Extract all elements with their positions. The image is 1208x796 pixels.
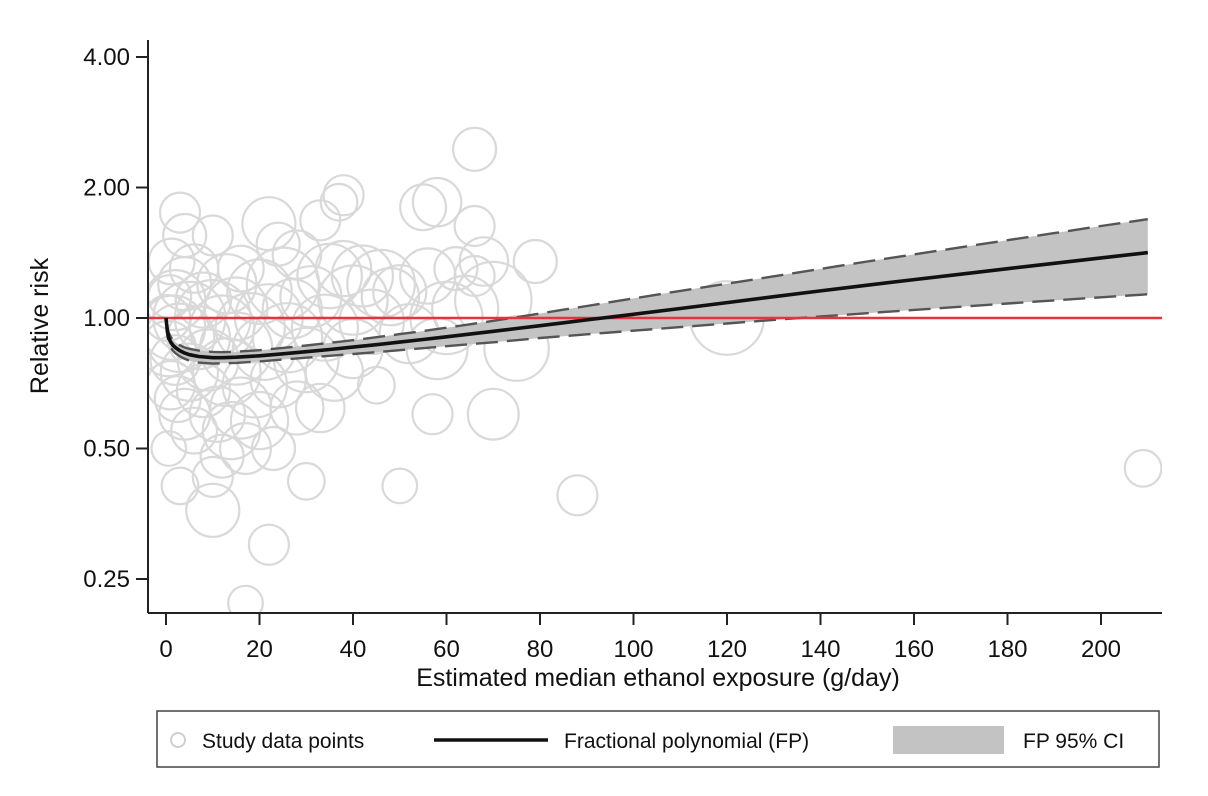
study-data-point bbox=[250, 425, 297, 472]
x-tick-label: 0 bbox=[159, 636, 172, 663]
study-data-point bbox=[319, 182, 359, 222]
study-data-point bbox=[247, 523, 290, 566]
legend-label-points: Study data points bbox=[202, 730, 364, 753]
study-data-point bbox=[556, 474, 599, 517]
study-data-point bbox=[453, 204, 496, 248]
x-tick-label: 40 bbox=[340, 636, 367, 663]
ci-band bbox=[164, 218, 1148, 365]
legend-swatch-points bbox=[170, 732, 186, 748]
y-tick-label: 0.25 bbox=[83, 566, 130, 593]
study-data-point bbox=[255, 221, 301, 267]
study-data-point bbox=[185, 482, 241, 538]
y-ticks: 0.25 0.50 1.00 2.00 4.00 bbox=[83, 44, 148, 593]
y-tick-label: 4.00 bbox=[83, 44, 130, 71]
study-data-point bbox=[269, 380, 325, 436]
ci-upper-bound bbox=[164, 218, 1148, 354]
legend-label-fit: Fractional polynomial (FP) bbox=[564, 730, 809, 753]
ci-band-fill bbox=[166, 219, 1148, 364]
x-tick-label: 180 bbox=[987, 636, 1027, 663]
study-data-point bbox=[160, 466, 200, 506]
study-data-point bbox=[158, 191, 202, 234]
y-tick-label: 0.50 bbox=[83, 436, 130, 463]
study-data-point bbox=[241, 196, 297, 252]
x-tick-label: 200 bbox=[1081, 636, 1121, 663]
study-data-point bbox=[191, 455, 234, 498]
legend-swatch-ci bbox=[893, 726, 1004, 754]
study-data-point bbox=[219, 422, 273, 476]
study-data-point bbox=[229, 390, 290, 451]
study-data-point bbox=[216, 244, 265, 293]
study-data-point bbox=[174, 271, 233, 329]
study-data-point bbox=[411, 393, 454, 436]
study-data-points bbox=[148, 126, 1162, 613]
x-tick-label: 140 bbox=[800, 636, 840, 663]
study-data-point bbox=[294, 382, 346, 434]
x-ticks: 0 20 40 60 80 100 120 140 160 180 200 bbox=[159, 613, 1121, 663]
study-data-point bbox=[452, 126, 498, 172]
study-data-point bbox=[381, 467, 419, 505]
ci-lower-bound bbox=[164, 293, 1148, 365]
legend-label-ci: FP 95% CI bbox=[1023, 730, 1124, 753]
study-data-point bbox=[399, 247, 457, 305]
study-data-point bbox=[286, 461, 326, 501]
study-data-point bbox=[227, 584, 264, 613]
study-data-point bbox=[271, 229, 323, 281]
study-data-point bbox=[360, 267, 421, 327]
study-data-point bbox=[453, 254, 496, 298]
fit-line bbox=[164, 250, 1149, 360]
study-data-point bbox=[1123, 448, 1162, 488]
x-tick-label: 80 bbox=[527, 636, 554, 663]
x-tick-label: 20 bbox=[246, 636, 273, 663]
study-data-point bbox=[199, 433, 245, 479]
study-data-point bbox=[226, 258, 293, 326]
study-data-point bbox=[191, 214, 234, 257]
study-data-point bbox=[322, 174, 365, 217]
y-tick-label: 2.00 bbox=[83, 175, 130, 202]
x-axis-title: Estimated median ethanol exposure (g/day… bbox=[416, 664, 900, 692]
study-data-point bbox=[148, 319, 197, 378]
study-data-point bbox=[512, 238, 558, 285]
x-tick-label: 120 bbox=[707, 636, 747, 663]
study-data-point bbox=[150, 430, 188, 467]
study-data-point bbox=[399, 183, 448, 232]
y-tick-label: 1.00 bbox=[83, 305, 130, 332]
legend: Study data points Fractional polynomial … bbox=[156, 710, 1160, 768]
study-data-point bbox=[466, 387, 520, 441]
study-data-point bbox=[433, 246, 479, 292]
x-tick-label: 100 bbox=[613, 636, 653, 663]
y-axis-title: Relative risk bbox=[26, 257, 54, 394]
x-tick-label: 160 bbox=[894, 636, 934, 663]
fp-fit-curve bbox=[164, 250, 1149, 360]
study-data-point bbox=[153, 375, 202, 424]
study-data-point bbox=[357, 365, 396, 405]
x-tick-label: 60 bbox=[433, 636, 460, 663]
study-data-point bbox=[162, 212, 208, 259]
